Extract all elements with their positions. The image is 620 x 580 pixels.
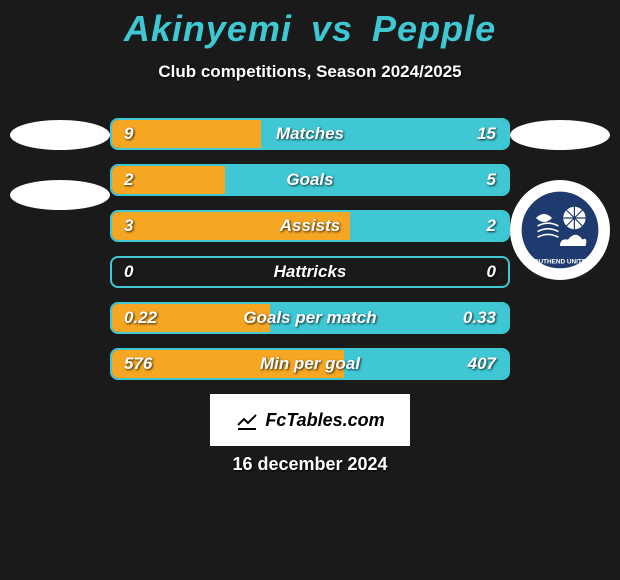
stat-row: 2 5 Goals bbox=[110, 164, 510, 196]
logo-text: FcTables.com bbox=[265, 410, 384, 431]
comparison-title: Akinyemi vs Pepple bbox=[0, 0, 620, 50]
stat-label: Matches bbox=[276, 124, 344, 144]
stat-row: 0 0 Hattricks bbox=[110, 256, 510, 288]
stats-container: 9 15 Matches 2 5 Goals 3 2 Assists 0 0 Hattricks 0.2… bbox=[110, 118, 510, 380]
vs-text: vs bbox=[311, 8, 353, 49]
subtitle: Club competitions, Season 2024/2025 bbox=[0, 62, 620, 82]
chart-icon bbox=[235, 408, 259, 432]
club-badge-left-1 bbox=[10, 120, 110, 150]
stat-row: 9 15 Matches bbox=[110, 118, 510, 150]
date-text: 16 december 2024 bbox=[232, 454, 387, 475]
fctables-logo: FcTables.com bbox=[210, 394, 410, 446]
stat-label: Goals bbox=[286, 170, 333, 190]
svg-text:SOUTHEND UNITED: SOUTHEND UNITED bbox=[529, 259, 591, 266]
stat-value-right: 2 bbox=[487, 216, 496, 236]
bar-left bbox=[112, 120, 261, 148]
club-badge-right-2: SOUTHEND UNITED bbox=[510, 180, 610, 280]
left-badges bbox=[5, 120, 115, 210]
stat-value-left: 2 bbox=[124, 170, 133, 190]
bar-right bbox=[350, 212, 508, 240]
stat-value-right: 5 bbox=[487, 170, 496, 190]
stat-row: 3 2 Assists bbox=[110, 210, 510, 242]
player1-name: Akinyemi bbox=[124, 8, 292, 49]
stat-value-right: 0 bbox=[487, 262, 496, 282]
stat-value-right: 0.33 bbox=[463, 308, 496, 328]
stat-label: Assists bbox=[280, 216, 340, 236]
bar-right bbox=[225, 166, 508, 194]
stat-value-left: 9 bbox=[124, 124, 133, 144]
stat-value-left: 0.22 bbox=[124, 308, 157, 328]
stat-value-left: 3 bbox=[124, 216, 133, 236]
stat-row: 576 407 Min per goal bbox=[110, 348, 510, 380]
stat-value-left: 0 bbox=[124, 262, 133, 282]
southend-crest-icon: SOUTHEND UNITED bbox=[520, 190, 600, 270]
player2-name: Pepple bbox=[372, 8, 496, 49]
stat-label: Hattricks bbox=[274, 262, 347, 282]
stat-value-right: 407 bbox=[468, 354, 496, 374]
stat-row: 0.22 0.33 Goals per match bbox=[110, 302, 510, 334]
club-badge-left-2 bbox=[10, 180, 110, 210]
club-badge-right-1 bbox=[510, 120, 610, 150]
stat-label: Goals per match bbox=[243, 308, 376, 328]
right-badges: SOUTHEND UNITED bbox=[505, 120, 615, 280]
stat-value-left: 576 bbox=[124, 354, 152, 374]
stat-value-right: 15 bbox=[477, 124, 496, 144]
stat-label: Min per goal bbox=[260, 354, 360, 374]
